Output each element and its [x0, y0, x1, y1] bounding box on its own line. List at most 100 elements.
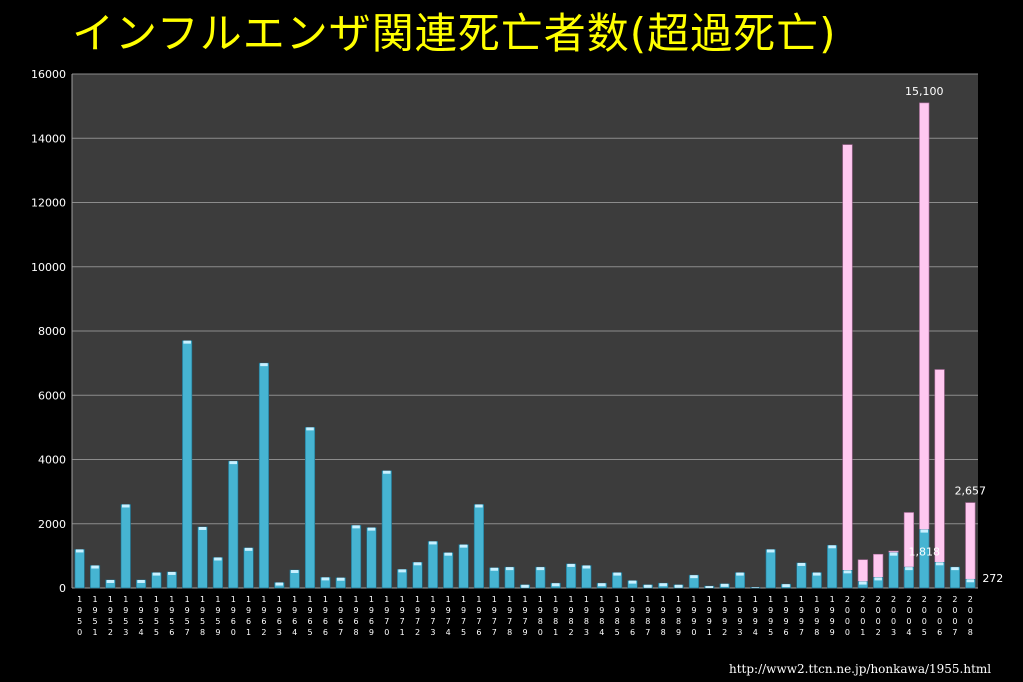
bar-highlight	[229, 461, 237, 465]
bar-deaths	[827, 544, 838, 589]
bar-deaths	[243, 547, 254, 589]
bar-highlight	[736, 572, 744, 576]
bar-highlight	[306, 427, 314, 431]
bar-deaths	[903, 566, 914, 589]
bar-deaths	[412, 561, 423, 589]
data-label: 15,100	[905, 85, 944, 98]
bar-deaths	[228, 460, 239, 589]
bar-deaths	[458, 544, 469, 589]
bar-highlight	[951, 567, 959, 571]
bar-highlight	[766, 549, 775, 553]
bar-highlight	[551, 583, 560, 587]
bar-highlight	[137, 579, 145, 583]
y-tick-label: 8000	[38, 325, 66, 338]
x-axis: 1 9 5 0 1 9 5 1 1 9 5 2 1 9 5 3 1 9 5 4 1 9 5 5 1 9 5 6 1 9 5 7 1 9 5 8 1 9 5 9…	[77, 595, 973, 637]
data-label: 272	[982, 572, 1003, 585]
bar-highlight	[168, 571, 176, 575]
bar-deaths	[566, 563, 577, 589]
bar-highlight	[398, 569, 406, 573]
data-label: 2,657	[955, 485, 987, 498]
bar-deaths	[366, 527, 377, 589]
bar-highlight	[198, 526, 207, 530]
bar-deaths	[381, 470, 392, 589]
bar-highlight	[859, 581, 867, 585]
bar-highlight	[644, 584, 652, 588]
bar-deaths	[443, 552, 454, 589]
bar-deaths	[949, 566, 961, 589]
y-tick-label: 10000	[31, 261, 66, 274]
bar-highlight	[214, 557, 222, 561]
bar-deaths	[934, 561, 945, 589]
bar-highlight	[490, 567, 499, 571]
y-axis: 0 2000 4000 6000 8000 10000 12000 14000 16000	[31, 68, 978, 595]
bar-deaths	[304, 427, 316, 589]
bar-highlight	[613, 572, 621, 576]
bar-deaths	[796, 562, 807, 589]
bar-deaths	[765, 549, 776, 589]
bar-highlight	[813, 572, 821, 576]
bar-highlight	[275, 582, 284, 586]
bar-highlight	[413, 562, 422, 566]
bar-excess-deaths	[919, 102, 930, 589]
bar-deaths	[427, 541, 438, 589]
bar-excess-deaths	[842, 144, 853, 589]
bar-highlight	[843, 570, 852, 574]
bar-highlight	[383, 470, 391, 474]
bar-highlight	[889, 552, 898, 556]
bars	[74, 102, 976, 589]
y-tick-label: 4000	[38, 454, 66, 467]
bar-highlight	[244, 547, 253, 551]
bar-highlight	[797, 562, 806, 566]
source-url: http://www2.ttcn.ne.jp/honkawa/1955.html	[729, 662, 992, 676]
bar-highlight	[598, 583, 606, 587]
bar-deaths	[489, 567, 500, 589]
bar-deaths	[351, 525, 362, 589]
bar-highlight	[475, 504, 483, 508]
y-tick-label: 2000	[38, 518, 66, 531]
bar-highlight	[321, 577, 330, 581]
bar-deaths	[473, 504, 484, 589]
bar-deaths	[535, 566, 546, 589]
bar-highlight	[183, 340, 191, 344]
bar-deaths	[89, 565, 101, 589]
y-tick-label: 12000	[31, 197, 66, 210]
bar-highlight	[690, 575, 698, 579]
bar-deaths	[504, 566, 515, 589]
y-tick-label: 16000	[31, 68, 66, 81]
bar-highlight	[260, 363, 268, 367]
bar-deaths	[581, 565, 592, 589]
bar-highlight	[782, 584, 790, 588]
